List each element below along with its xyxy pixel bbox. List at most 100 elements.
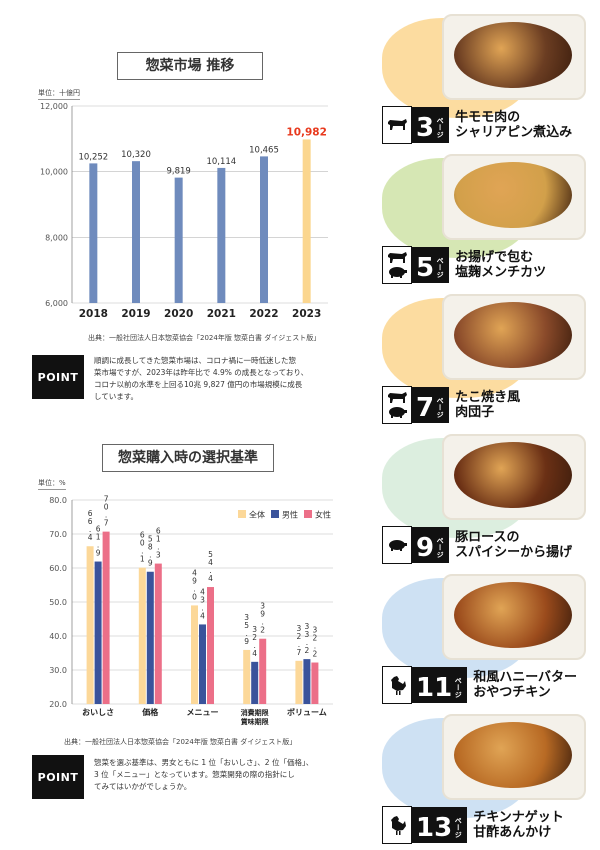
dish-photo bbox=[442, 434, 586, 520]
market-point-line: しています。 bbox=[94, 392, 139, 401]
bar bbox=[174, 177, 183, 303]
page-suffix: ページ bbox=[436, 397, 445, 418]
page-badge: 7 ページ bbox=[412, 387, 450, 423]
page-number: 3 bbox=[416, 113, 435, 143]
dish-name: お揚げで包む 塩麹メンチカツ bbox=[455, 250, 546, 280]
dish-name-line: 和風ハニーバター bbox=[473, 670, 578, 685]
dish-label: 3 ページ 牛モモ肉の シャリアピン煮込み bbox=[382, 106, 572, 144]
page-suffix: ページ bbox=[436, 257, 445, 278]
market-chart-title: 惣菜市場 推移 bbox=[117, 52, 263, 80]
y-tick-label: 6,000 bbox=[45, 299, 68, 308]
bar bbox=[132, 161, 140, 303]
bar bbox=[86, 546, 94, 704]
bar bbox=[89, 163, 98, 303]
dish-card: 5 ページ お揚げで包む 塩麹メンチカツ bbox=[374, 150, 594, 290]
page-number: 9 bbox=[416, 533, 435, 563]
food-portion bbox=[454, 162, 572, 228]
page-badge: 9 ページ bbox=[412, 527, 450, 563]
x-tick-label: 2021 bbox=[207, 308, 236, 320]
criteria-point-line: 3 位「メニュー」となっています。惣菜開発の際の指針にし bbox=[94, 770, 295, 779]
dish-name-line: スパイシーから揚げ bbox=[455, 545, 573, 560]
bar-value-label: 9,819 bbox=[166, 167, 190, 177]
dish-label: 5 ページ お揚げで包む 塩麹メンチカツ bbox=[382, 246, 546, 284]
y-tick-label: 8,000 bbox=[45, 233, 68, 242]
cow-icon bbox=[386, 118, 408, 132]
animal-icons bbox=[382, 246, 412, 284]
page-number: 5 bbox=[416, 253, 435, 283]
dish-label: 7 ページ たこ焼き風 肉団子 bbox=[382, 386, 520, 424]
legend-label: 全体 bbox=[249, 510, 265, 520]
market-source: 出典：一般社団法人日本惣菜協会「2024年版 惣菜白書 ダイジェスト版」 bbox=[88, 334, 321, 342]
y-tick-label: 10,000 bbox=[40, 168, 68, 177]
bar-value-label: 10,252 bbox=[78, 152, 108, 162]
dish-card: 3 ページ 牛モモ肉の シャリアピン煮込み bbox=[374, 10, 594, 150]
page-badge: 3 ページ bbox=[412, 107, 450, 143]
dish-card: 9 ページ 豚ロースの スパイシーから揚げ bbox=[374, 430, 594, 570]
bar bbox=[138, 567, 146, 704]
y-tick-label: 12,000 bbox=[40, 102, 68, 111]
bar bbox=[302, 139, 311, 303]
bar bbox=[102, 531, 110, 704]
bar bbox=[251, 661, 259, 704]
dish-card: 11 ページ 和風ハニーバター おやつチキン bbox=[374, 570, 594, 710]
legend-swatch bbox=[304, 510, 312, 518]
dish-name-line: 甘酢あんかけ bbox=[473, 825, 552, 840]
y-tick-label: 40.0 bbox=[49, 632, 67, 641]
legend-swatch bbox=[271, 510, 279, 518]
criteria-point-line: 惣菜を選ぶ基準は、男女ともに 1 位「おいしさ」、2 位「価格」、 bbox=[94, 758, 314, 767]
dish-name-line: 豚ロースの bbox=[455, 530, 520, 545]
animal-icons bbox=[382, 526, 412, 564]
bar bbox=[260, 156, 268, 303]
page-suffix: ページ bbox=[436, 117, 445, 138]
dish-name: たこ焼き風 肉団子 bbox=[455, 390, 520, 420]
dish-name: 豚ロースの スパイシーから揚げ bbox=[455, 530, 572, 560]
x-tick-label: 2022 bbox=[249, 308, 278, 320]
dish-name-line: 牛モモ肉の bbox=[455, 110, 521, 125]
bar bbox=[295, 660, 303, 704]
dish-label: 9 ページ 豚ロースの スパイシーから揚げ bbox=[382, 526, 572, 564]
dish-name-line: チキンナゲット bbox=[473, 810, 564, 825]
bar bbox=[303, 659, 311, 704]
x-tick-label: 2019 bbox=[121, 308, 150, 320]
market-point-line: コロナ以前の水準を上回る10兆 9,827 億円の市場規模に成長 bbox=[94, 380, 303, 389]
dish-name: 牛モモ肉の シャリアピン煮込み bbox=[455, 110, 572, 140]
bar bbox=[94, 561, 102, 704]
market-point-badge: POINT bbox=[32, 355, 84, 399]
food-portion bbox=[454, 722, 572, 788]
pig-icon bbox=[386, 405, 408, 419]
cow-icon bbox=[386, 251, 408, 265]
food-portion bbox=[454, 302, 572, 368]
dish-photo bbox=[442, 294, 586, 380]
bar bbox=[217, 167, 226, 303]
legend-label: 男性 bbox=[282, 510, 298, 520]
bar bbox=[243, 649, 251, 704]
x-tick-label: 2020 bbox=[164, 308, 193, 320]
bar-value-label: 10,982 bbox=[286, 126, 327, 138]
chicken-icon bbox=[386, 674, 408, 696]
page-suffix: ページ bbox=[454, 817, 463, 838]
market-point-line: 菜市場ですが、2023年は昨年比で 4.9% の成長となっており、 bbox=[94, 368, 309, 377]
chicken-icon bbox=[386, 814, 408, 836]
cow-icon bbox=[386, 391, 408, 405]
criteria-source: 出典：一般社団法人日本惣菜協会「2024年版 惣菜白書 ダイジェスト版」 bbox=[64, 738, 297, 746]
criteria-unit-label: 単位：% bbox=[38, 478, 66, 490]
pig-icon bbox=[386, 265, 408, 279]
market-bar-chart: 6,000 8,000 10,000 12,000 10,252 2018 10,320 20… bbox=[40, 102, 328, 320]
dish-name-line: お揚げで包む bbox=[455, 250, 534, 265]
page-number: 11 bbox=[416, 673, 453, 703]
food-portion bbox=[454, 582, 572, 648]
animal-icons bbox=[382, 666, 412, 704]
y-tick-label: 60.0 bbox=[49, 564, 67, 573]
x-tick-label: ボリューム bbox=[287, 707, 327, 717]
food-portion bbox=[454, 442, 572, 508]
dish-name-line: おやつチキン bbox=[473, 685, 551, 700]
criteria-bar-chart: 20.0 30.0 40.0 50.0 60.0 70.0 80.0 6 6. 46 1. 97 0. 7… bbox=[49, 495, 333, 726]
